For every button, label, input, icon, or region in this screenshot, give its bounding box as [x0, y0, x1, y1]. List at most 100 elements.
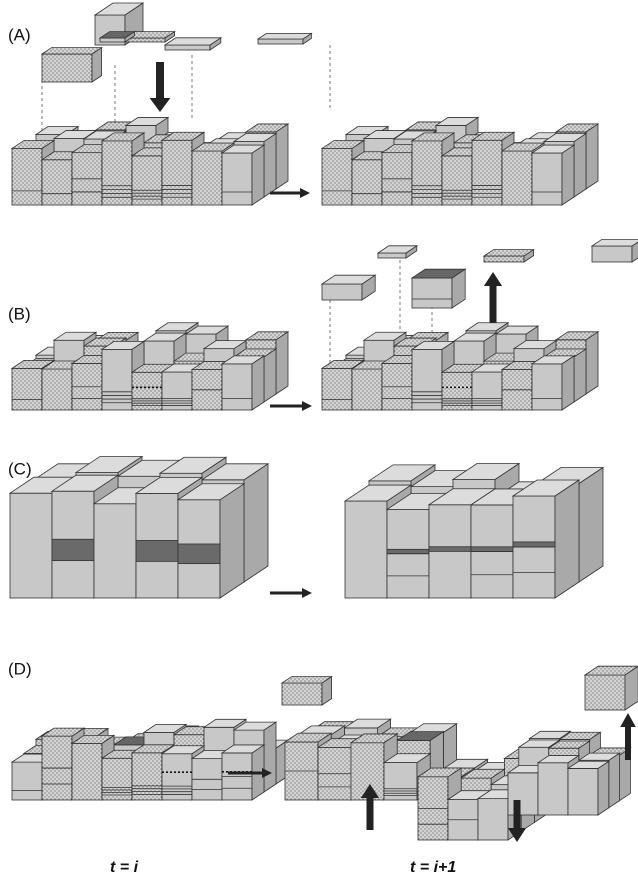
block-side	[276, 124, 288, 189]
block-front	[412, 278, 452, 308]
block-side	[562, 356, 574, 410]
block-front	[258, 39, 303, 44]
dark-layer	[387, 549, 429, 553]
block-front	[442, 372, 472, 410]
block-front	[102, 349, 132, 410]
block-front	[478, 799, 508, 840]
block-top	[592, 240, 638, 246]
block-front	[538, 763, 568, 815]
block-front	[352, 160, 382, 205]
block	[585, 666, 638, 710]
block-top	[42, 48, 102, 54]
block-front	[72, 743, 102, 800]
block-front	[94, 504, 136, 598]
block	[412, 269, 465, 308]
dark-layer	[513, 542, 555, 547]
dark-layer	[136, 540, 178, 561]
block-front	[132, 156, 162, 205]
block-front	[442, 156, 472, 205]
block	[532, 145, 574, 205]
block-side	[586, 332, 598, 394]
block-front	[192, 151, 222, 205]
block	[222, 356, 264, 410]
dark-layer	[52, 539, 94, 560]
block-front	[282, 683, 322, 705]
block-front	[125, 38, 165, 42]
block	[378, 246, 417, 258]
block-front	[322, 284, 362, 300]
block-side	[579, 468, 603, 582]
block-front	[508, 773, 538, 815]
block-top	[282, 677, 332, 683]
panel-label: (D)	[8, 659, 32, 678]
block-side	[574, 134, 586, 197]
block-front	[12, 762, 42, 800]
block-side	[244, 464, 268, 582]
block-front	[472, 372, 502, 410]
block-front	[12, 148, 42, 205]
block	[592, 240, 638, 262]
block-top	[258, 33, 311, 39]
block-front	[484, 256, 524, 262]
block	[322, 275, 375, 300]
block-front	[378, 253, 406, 258]
block-front	[162, 140, 192, 205]
block-front	[132, 753, 162, 800]
block-drawings	[10, 3, 638, 842]
block-side	[252, 145, 264, 205]
block-front	[412, 141, 442, 205]
panel-label: (B)	[8, 304, 31, 323]
block-front	[412, 349, 442, 410]
panel-label: (C)	[8, 459, 32, 478]
block-front	[100, 38, 125, 42]
block-front	[102, 141, 132, 205]
block	[484, 250, 534, 262]
block-front	[12, 368, 42, 410]
block	[178, 484, 244, 598]
block-front	[222, 364, 252, 410]
block-front	[568, 768, 598, 815]
block-front	[592, 246, 632, 262]
dark-layer	[429, 547, 471, 552]
block-front	[322, 148, 352, 205]
block-front	[472, 140, 502, 205]
block	[258, 33, 311, 44]
block	[532, 356, 574, 410]
block-side	[598, 761, 609, 815]
block-front	[322, 368, 352, 410]
time-label: t = i	[110, 859, 139, 876]
block	[165, 38, 221, 50]
block-side	[276, 332, 288, 394]
arrow	[270, 188, 310, 198]
block-front	[345, 501, 387, 598]
block-front	[102, 758, 132, 800]
block	[42, 48, 102, 82]
block-side	[555, 480, 579, 598]
block-side	[562, 145, 574, 205]
dark-layer	[178, 544, 220, 564]
block-side	[220, 484, 244, 598]
block-front	[384, 763, 417, 800]
block-front	[585, 675, 625, 710]
arrow	[270, 401, 312, 411]
block-front	[132, 372, 162, 410]
block-side	[252, 356, 264, 410]
arrow	[270, 588, 312, 598]
block-side	[574, 349, 586, 402]
block-side	[264, 722, 276, 792]
block-side	[264, 349, 276, 402]
block-front	[42, 160, 72, 205]
block-front	[532, 153, 562, 205]
block-side	[609, 753, 620, 808]
arrow	[484, 272, 502, 325]
block-side	[586, 124, 598, 189]
block	[568, 761, 609, 815]
panel-label: (A)	[8, 25, 31, 44]
block-front	[42, 369, 72, 410]
block-front	[162, 754, 192, 800]
block-top	[484, 250, 534, 256]
block-front	[165, 45, 210, 50]
block-front	[352, 369, 382, 410]
block	[222, 145, 264, 205]
block-front	[10, 493, 52, 598]
